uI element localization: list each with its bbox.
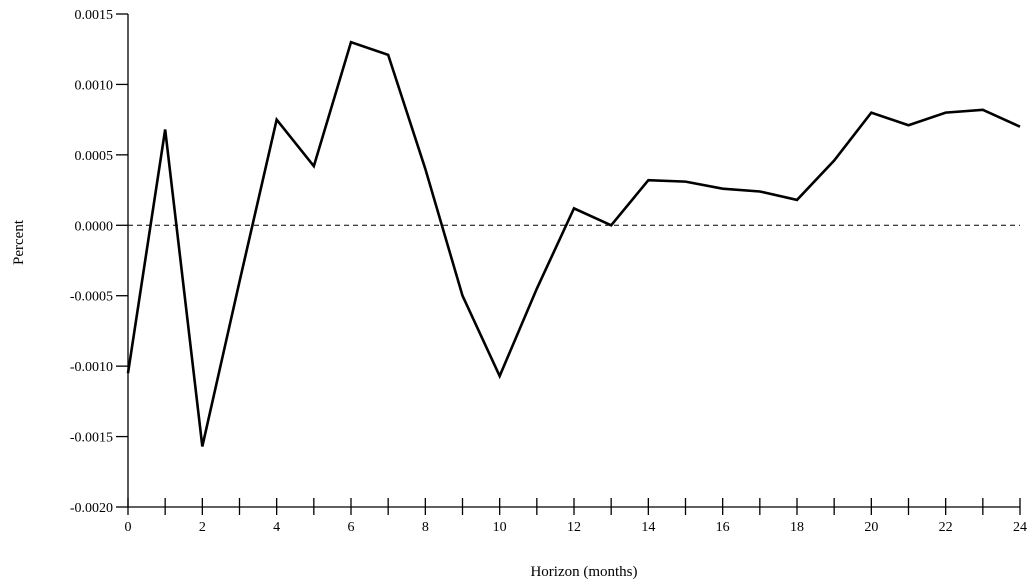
- x-tick-label: 8: [422, 520, 429, 535]
- y-tick-label: -0.0015: [70, 431, 113, 446]
- y-tick-label: -0.0005: [70, 290, 113, 305]
- x-tick-label: 24: [1013, 520, 1027, 535]
- x-tick-label: 22: [939, 520, 953, 535]
- y-tick-label: 0.0010: [75, 78, 114, 93]
- x-axis-title: Horizon (months): [530, 564, 637, 580]
- y-tick-label: 0.0005: [75, 149, 114, 164]
- y-tick-label: -0.0010: [70, 360, 113, 375]
- x-tick-label: 4: [273, 520, 280, 535]
- x-tick-label: 0: [125, 520, 132, 535]
- plot-area: [126, 40, 1021, 447]
- x-tick-label: 12: [567, 520, 581, 535]
- x-tick-label: 10: [493, 520, 507, 535]
- y-tick-label: 0.0015: [75, 8, 114, 23]
- y-tick-label: 0.0000: [75, 219, 114, 234]
- x-tick-label: 2: [199, 520, 206, 535]
- y-axis: 0.0015 0.0010 0.0005 0.0000 -0.0005 -0.0010 -0…: [70, 8, 129, 516]
- x-axis: 0 2 4 6 8 10 12 14 16 18 20 22 24: [125, 498, 1027, 535]
- x-tick-label: 16: [716, 520, 730, 535]
- x-tick-label: 6: [348, 520, 355, 535]
- y-axis-title: Percent: [11, 219, 27, 265]
- x-tick-label: 14: [641, 520, 655, 535]
- series-line: [126, 40, 1021, 447]
- x-tick-label: 18: [790, 520, 804, 535]
- y-tick-label: -0.0020: [70, 501, 113, 516]
- x-tick-label: 20: [864, 520, 878, 535]
